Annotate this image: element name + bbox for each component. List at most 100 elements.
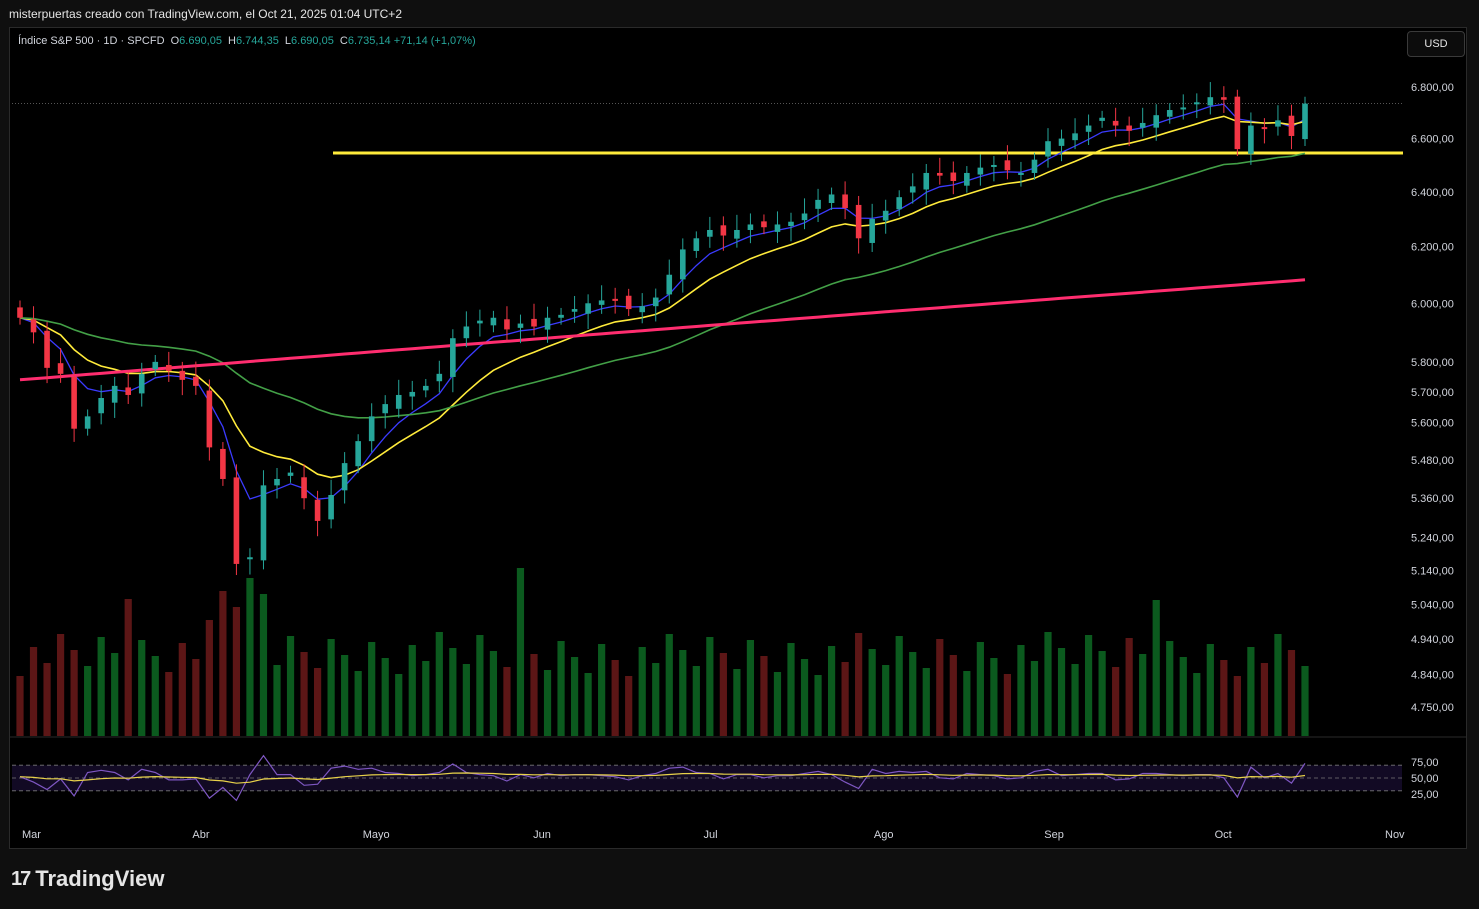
candle — [436, 373, 443, 382]
candle — [71, 376, 77, 429]
volume-bar — [652, 663, 660, 736]
candle — [531, 318, 537, 327]
volume-bar — [963, 671, 971, 736]
volume-bar — [84, 666, 92, 736]
volume-bar — [56, 634, 65, 736]
volume-bar — [381, 658, 389, 736]
price-tick-label: 6.600,00 — [1411, 134, 1454, 146]
candle — [855, 204, 862, 239]
candle — [517, 323, 524, 328]
candle — [1018, 172, 1024, 175]
volume-bar — [882, 665, 890, 736]
volume-bar — [70, 650, 78, 736]
tradingview-wordmark: TradingView — [35, 866, 165, 891]
volume-bar — [449, 648, 457, 736]
volume-bar — [29, 647, 38, 736]
volume-bar — [422, 661, 430, 736]
volume-bar — [800, 659, 809, 736]
volume-bar — [205, 620, 213, 736]
candle — [1193, 102, 1200, 105]
candle — [490, 317, 497, 326]
candle — [679, 249, 686, 280]
price-tick-label: 5.140,00 — [1411, 566, 1454, 578]
rsi-ma-line — [19, 772, 1306, 784]
rsi-tick-label: 25,00 — [1411, 789, 1439, 801]
volume-bar — [165, 672, 173, 736]
volume-bar — [1044, 632, 1052, 736]
candle — [125, 387, 132, 395]
volume-bar — [746, 640, 755, 736]
candle — [612, 298, 618, 301]
candle — [152, 361, 159, 370]
candle — [639, 306, 646, 313]
volume-bar — [489, 651, 498, 736]
volume-bar — [530, 654, 538, 736]
candle — [977, 167, 984, 175]
currency-button[interactable]: USD — [1407, 31, 1465, 57]
candle — [625, 295, 632, 310]
time-tick-label: Sep — [1044, 829, 1064, 841]
volume-bar — [611, 660, 619, 736]
volume-bar — [1125, 638, 1133, 736]
chart-caption: misterpuertas creado con TradingView.com… — [9, 7, 402, 21]
volume-bar — [1193, 673, 1201, 736]
price-tick-label: 6.200,00 — [1411, 242, 1454, 254]
price-tick-label: 5.800,00 — [1411, 357, 1454, 369]
candle — [761, 221, 767, 228]
candle — [1302, 103, 1308, 140]
candle — [882, 210, 889, 221]
candle — [98, 398, 104, 414]
tradingview-logo[interactable]: 17 TradingView — [11, 866, 164, 892]
volume-bar — [625, 676, 633, 736]
candle — [30, 319, 37, 333]
volume-bar — [219, 591, 227, 736]
volume-bar — [43, 663, 51, 736]
candle — [57, 363, 64, 374]
volume-bar — [719, 653, 727, 736]
candle — [1207, 97, 1214, 106]
volume-bar — [1112, 667, 1120, 736]
ma-200-line — [19, 278, 1306, 382]
volume-bar — [503, 667, 511, 736]
volume-bar — [895, 636, 903, 736]
volume-bar — [909, 652, 917, 736]
candle — [274, 478, 280, 486]
candle — [815, 199, 821, 209]
volume-bar — [1098, 651, 1106, 736]
price-tick-label: 5.360,00 — [1411, 493, 1454, 505]
candle — [409, 391, 416, 397]
low-key: L — [284, 35, 292, 47]
candle — [260, 485, 267, 561]
volume-bar — [787, 643, 795, 736]
volume-bar — [138, 640, 146, 736]
candle — [1153, 115, 1160, 128]
candle — [111, 385, 118, 403]
volume-bar — [855, 633, 863, 736]
ema-fast-line — [19, 103, 1306, 500]
close-key: C — [339, 35, 348, 47]
volume-bar — [16, 676, 24, 736]
volume-bar — [1139, 654, 1147, 736]
candle — [896, 197, 903, 210]
candle — [138, 373, 145, 394]
time-tick-label: Jul — [704, 829, 718, 841]
volume-bar — [111, 653, 119, 736]
candle — [1126, 125, 1132, 131]
volume-bar — [516, 568, 525, 736]
open-value: 6.690,05 — [179, 35, 222, 47]
candle — [1166, 110, 1173, 117]
candle — [193, 376, 199, 386]
high-value: 6.744,35 — [236, 35, 279, 47]
candle — [233, 477, 240, 564]
volume-bar — [1274, 634, 1282, 736]
volume-bar — [1287, 650, 1296, 736]
price-tick-label: 4.940,00 — [1411, 634, 1454, 646]
candle — [734, 229, 740, 239]
time-tick-label: Mar — [22, 829, 41, 841]
volume-bar — [1179, 657, 1187, 736]
volume-bar — [868, 649, 876, 736]
time-tick-label: Nov — [1385, 829, 1405, 841]
candle — [504, 319, 510, 330]
volume-bar — [841, 662, 849, 736]
